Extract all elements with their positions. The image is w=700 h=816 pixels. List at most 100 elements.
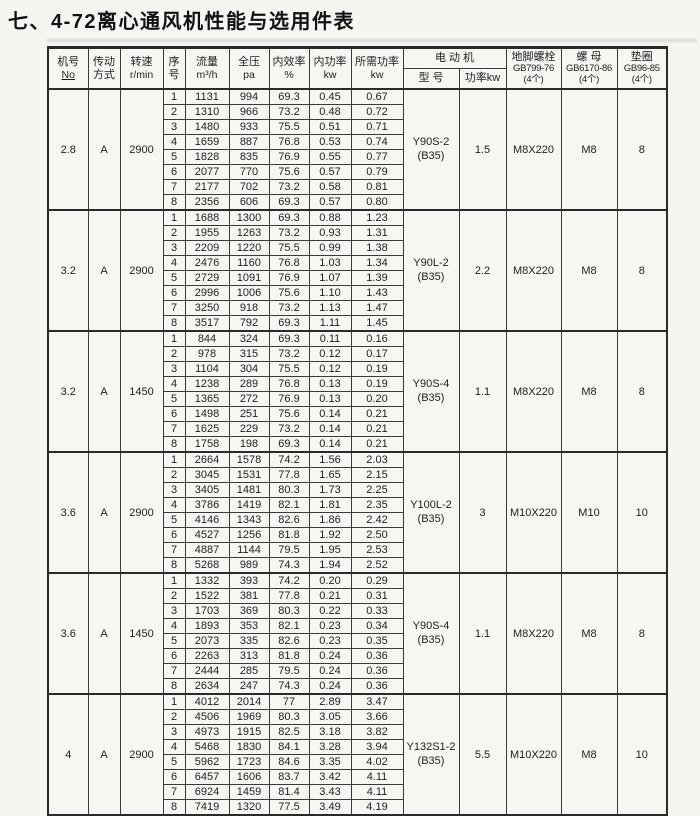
cell-flow: 1893 [184, 618, 230, 634]
table-row: 3.2 A 2900 1 1688 1300 69.3 0.88 1.23 Y90L-2 (B35)… [47, 209, 668, 332]
cell-efficiency: 69.3 [268, 194, 310, 211]
cell-internal-power: 1.95 [308, 542, 352, 558]
cell-flow: 2634 [184, 678, 230, 695]
cell-motor-model: Y100L-2 (B35) [402, 451, 460, 574]
header-internal-power: 内功率 kw [308, 47, 352, 90]
scan-artifact-band [47, 39, 697, 42]
cell-efficiency: 82.5 [268, 724, 310, 740]
cell-flow: 1498 [184, 406, 230, 422]
header-required-power: 所需功率 kw [350, 47, 404, 90]
cell-flow: 7419 [184, 799, 230, 816]
cell-pressure: 229 [228, 421, 270, 437]
table-row: 6 2996 1006 75.6 1.10 1.43 [48, 285, 667, 301]
table-header: 机号 No 传动 方式 转速 r/min 序 号 流量 m³/h 全压 pa [47, 47, 668, 90]
cell-required-power: 1.45 [350, 315, 404, 332]
cell-efficiency: 69.3 [268, 88, 310, 105]
cell-pressure: 369 [228, 603, 270, 619]
table-row: 5 2073 335 82.6 0.23 0.35 [48, 633, 667, 649]
cell-internal-power: 0.55 [308, 149, 352, 165]
cell-internal-power: 1.07 [308, 270, 352, 286]
cell-speed: 2900 [119, 209, 164, 332]
cell-seq: 1 [162, 88, 186, 105]
cell-seq: 6 [162, 164, 186, 180]
cell-flow: 1522 [184, 588, 230, 604]
cell-washer: 10 [616, 693, 668, 816]
cell-pressure: 1578 [228, 451, 270, 468]
table-row: 7 1625 229 73.2 0.14 0.21 [48, 421, 667, 437]
cell-pressure: 1144 [228, 542, 270, 558]
cell-pressure: 381 [228, 588, 270, 604]
cell-pressure: 1160 [228, 255, 270, 271]
cell-flow: 1365 [184, 391, 230, 407]
table-row: 2 3045 1531 77.8 1.65 2.15 [48, 467, 667, 483]
cell-internal-power: 0.88 [308, 209, 352, 226]
cell-pressure: 1343 [228, 512, 270, 528]
cell-flow: 4506 [184, 709, 230, 725]
cell-seq: 3 [162, 361, 186, 377]
cell-seq: 3 [162, 482, 186, 498]
table-row: 3.2 A 1450 1 844 324 69.3 0.11 0.16 Y90S-4 (B35) 1.… [47, 330, 668, 453]
cell-internal-power: 1.94 [308, 557, 352, 574]
table-row: 2 1522 381 77.8 0.21 0.31 [48, 588, 667, 604]
table-row: 4 2476 1160 76.8 1.03 1.34 [48, 255, 667, 271]
cell-pressure: 304 [228, 361, 270, 377]
cell-flow: 1688 [184, 209, 230, 226]
cell-seq: 4 [162, 255, 186, 271]
cell-anchor-bolt: M10X220 [505, 451, 562, 574]
cell-seq: 1 [162, 693, 186, 710]
machine-block: 3.2 A 1450 1 844 324 69.3 0.11 0.16 Y90S-4 (B35) 1.… [47, 330, 668, 453]
cell-required-power: 4.19 [350, 799, 404, 816]
cell-pressure: 315 [228, 346, 270, 362]
cell-required-power: 0.74 [350, 134, 404, 150]
cell-required-power: 0.17 [350, 346, 404, 362]
cell-efficiency: 69.3 [268, 330, 310, 347]
cell-efficiency: 76.8 [268, 134, 310, 150]
cell-efficiency: 73.2 [268, 300, 310, 316]
cell-flow: 2476 [184, 255, 230, 271]
header-anchor-bolt: 地脚螺栓 GB799-76 (4个) [505, 47, 562, 90]
cell-drive-mode: A [87, 451, 121, 574]
cell-required-power: 0.77 [350, 149, 404, 165]
header-washer: 垫圈 GB96-85 (4个) [616, 47, 668, 90]
cell-internal-power: 1.81 [308, 497, 352, 513]
header-motor-group: 电 动 机 [402, 47, 507, 69]
cell-seq: 4 [162, 497, 186, 513]
cell-internal-power: 1.65 [308, 467, 352, 483]
cell-seq: 1 [162, 330, 186, 347]
cell-seq: 3 [162, 240, 186, 256]
cell-drive-mode: A [87, 572, 121, 695]
page-title: 七、4-72离心通风机性能与选用件表 [8, 11, 356, 33]
cell-internal-power: 0.57 [308, 194, 352, 211]
cell-flow: 844 [184, 330, 230, 347]
cell-efficiency: 73.2 [268, 179, 310, 195]
cell-seq: 2 [162, 346, 186, 362]
cell-seq: 7 [162, 784, 186, 800]
cell-internal-power: 0.20 [308, 572, 352, 589]
cell-washer: 8 [616, 209, 668, 332]
table-row: 6 1498 251 75.6 0.14 0.21 [48, 406, 667, 422]
cell-required-power: 1.38 [350, 240, 404, 256]
cell-pressure: 1830 [228, 739, 270, 755]
cell-flow: 5268 [184, 557, 230, 574]
cell-nut: M8 [560, 330, 618, 453]
cell-required-power: 0.36 [350, 648, 404, 664]
cell-efficiency: 75.6 [268, 285, 310, 301]
table-row: 3 1104 304 75.5 0.12 0.19 [48, 361, 667, 377]
cell-pressure: 1300 [228, 209, 270, 226]
cell-pressure: 251 [228, 406, 270, 422]
cell-internal-power: 0.99 [308, 240, 352, 256]
cell-drive-mode: A [87, 693, 121, 816]
machine-block: 4 A 2900 1 4012 2014 77 2.89 3.47 Y132S1-2 (B35) 5.… [47, 693, 668, 816]
cell-efficiency: 77 [268, 693, 310, 710]
cell-flow: 2444 [184, 663, 230, 679]
cell-required-power: 1.43 [350, 285, 404, 301]
table-row: 4 1893 353 82.1 0.23 0.34 [48, 618, 667, 634]
cell-efficiency: 80.3 [268, 482, 310, 498]
cell-efficiency: 84.1 [268, 739, 310, 755]
cell-flow: 3045 [184, 467, 230, 483]
cell-efficiency: 80.3 [268, 709, 310, 725]
cell-flow: 4887 [184, 542, 230, 558]
table-row: 5 5962 1723 84.6 3.35 4.02 [48, 754, 667, 770]
cell-flow: 1955 [184, 225, 230, 241]
cell-motor-model: Y132S1-2 (B35) [402, 693, 460, 816]
